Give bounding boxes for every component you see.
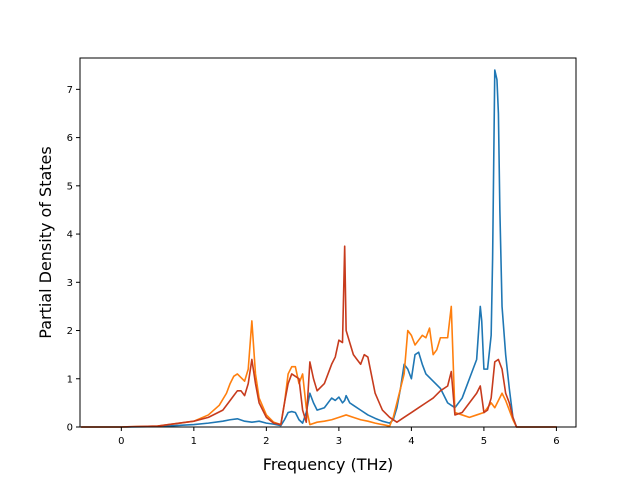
x-tick-label: 2	[263, 436, 269, 447]
series-layer	[80, 69, 558, 428]
y-tick-label: 3	[67, 278, 73, 289]
y-tick-label: 7	[67, 85, 73, 96]
y-axis-ticks: 0 1 2 3 4 5 6 7	[67, 85, 80, 434]
series-line-2	[80, 305, 558, 428]
x-tick-label: 1	[191, 436, 197, 447]
series-line-1	[80, 69, 558, 428]
series-line-3	[80, 245, 558, 428]
x-tick-label: 4	[408, 436, 414, 447]
y-tick-label: 6	[67, 133, 73, 144]
plot-area	[80, 58, 576, 427]
x-axis-label: Frequency (THz)	[263, 455, 393, 474]
y-axis-label: Partial Density of States	[36, 146, 55, 338]
x-tick-label: 5	[481, 436, 487, 447]
y-tick-label: 0	[67, 423, 73, 434]
y-tick-label: 1	[67, 374, 73, 385]
x-tick-label: 6	[553, 436, 559, 447]
x-axis-ticks: 0 1 2 3 4 5 6	[118, 427, 560, 447]
x-tick-label: 0	[118, 436, 124, 447]
y-tick-label: 4	[67, 230, 73, 241]
plot-frame	[79, 57, 577, 428]
x-tick-label: 3	[336, 436, 342, 447]
y-tick-label: 2	[67, 326, 73, 337]
y-tick-label: 5	[67, 181, 73, 192]
